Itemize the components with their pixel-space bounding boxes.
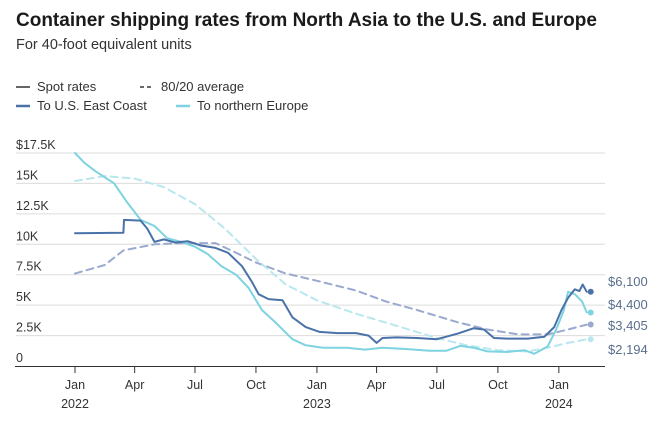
x-tick-year: 2022 [61,397,89,411]
x-tick-label: Apr [125,378,144,392]
x-tick-year: 2023 [303,397,331,411]
x-tick-label: Oct [246,378,266,392]
x-tick-label: Jan [549,378,569,392]
end-marker [587,336,594,343]
y-tick-label: 15K [16,168,39,182]
y-tick-label: 5K [16,290,32,304]
x-tick-label: Jan [307,378,327,392]
x-tick-label: Jul [429,378,445,392]
chart-title: Container shipping rates from North Asia… [16,10,597,31]
y-axis: $17.5K 15K 12.5K 10K 7.5K 5K 2.5K 0 [16,138,56,365]
x-axis: Jan 2022 Apr Jul Oct Jan 2023 Apr Jul Oct Jan 2024 [61,367,573,411]
end-marker [587,309,594,316]
series-lines [74,152,588,355]
legend-label: Spot rates [37,79,97,94]
legend: Spot rates 80/20 average To U.S. East Coas… [16,79,308,113]
end-label: $6,100 [608,274,648,289]
y-tick-label: 7.5K [16,260,42,274]
end-label: $4,400 [608,297,648,312]
y-tick-label: 0 [16,351,23,365]
legend-label: 80/20 average [161,79,244,94]
end-marker [587,321,594,328]
end-labels: $6,100 $4,400 $3,405 $2,194 [587,274,648,357]
grid-lines [15,152,605,367]
y-tick-label: 12.5K [16,199,49,213]
x-tick-label: Jul [187,378,203,392]
x-tick-label: Jan [65,378,85,392]
y-tick-label: 2.5K [16,321,42,335]
x-tick-label: Apr [367,378,386,392]
end-marker [587,288,594,295]
y-tick-label: 10K [16,229,39,243]
series-line-us-spot [74,218,588,344]
legend-label: To northern Europe [197,98,308,113]
series-line-europe-average [74,175,588,353]
series-line-europe-spot [74,152,588,355]
legend-label: To U.S. East Coast [37,98,147,113]
end-label: $3,405 [608,318,648,333]
y-tick-label: $17.5K [16,138,56,152]
end-label: $2,194 [608,342,648,357]
chart-subtitle: For 40-foot equivalent units [16,37,192,53]
series-line-us-average [74,242,588,336]
x-tick-year: 2024 [545,397,573,411]
x-tick-label: Oct [488,378,508,392]
